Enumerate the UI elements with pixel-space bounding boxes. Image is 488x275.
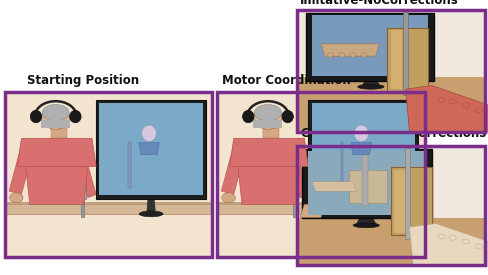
- Polygon shape: [288, 150, 308, 198]
- Polygon shape: [263, 128, 279, 138]
- Polygon shape: [217, 202, 425, 204]
- Ellipse shape: [351, 211, 375, 217]
- Polygon shape: [409, 224, 488, 265]
- Polygon shape: [303, 149, 432, 218]
- Polygon shape: [96, 100, 206, 199]
- Polygon shape: [312, 182, 357, 191]
- Polygon shape: [297, 146, 485, 265]
- Polygon shape: [41, 120, 70, 128]
- Polygon shape: [238, 166, 300, 204]
- Polygon shape: [26, 166, 88, 204]
- Text: Imitative-NoCorrections: Imitative-NoCorrections: [300, 0, 459, 7]
- Polygon shape: [306, 13, 434, 81]
- Polygon shape: [363, 78, 379, 86]
- Bar: [217, 92, 425, 257]
- Polygon shape: [297, 10, 485, 132]
- Ellipse shape: [142, 125, 156, 142]
- Ellipse shape: [438, 98, 445, 103]
- Polygon shape: [297, 77, 485, 132]
- Polygon shape: [297, 146, 485, 218]
- Ellipse shape: [328, 53, 333, 57]
- Ellipse shape: [475, 108, 483, 112]
- Polygon shape: [297, 218, 485, 265]
- Ellipse shape: [438, 234, 445, 239]
- Polygon shape: [391, 167, 432, 235]
- Ellipse shape: [10, 193, 23, 203]
- Polygon shape: [217, 92, 425, 257]
- Ellipse shape: [222, 193, 235, 203]
- Bar: [297, 146, 485, 265]
- Ellipse shape: [339, 53, 345, 57]
- Polygon shape: [359, 199, 367, 211]
- Polygon shape: [297, 10, 485, 77]
- Ellipse shape: [358, 84, 384, 89]
- Ellipse shape: [354, 125, 368, 142]
- Bar: [297, 10, 485, 132]
- Text: Complementary-Corrections: Complementary-Corrections: [300, 127, 487, 140]
- Polygon shape: [128, 142, 131, 188]
- Polygon shape: [357, 216, 376, 224]
- Polygon shape: [230, 138, 308, 166]
- Polygon shape: [311, 103, 415, 195]
- Ellipse shape: [41, 106, 70, 129]
- Polygon shape: [139, 142, 160, 155]
- Polygon shape: [18, 138, 96, 166]
- Polygon shape: [308, 151, 427, 214]
- Ellipse shape: [362, 53, 367, 57]
- Polygon shape: [81, 175, 84, 217]
- Ellipse shape: [42, 104, 69, 121]
- Polygon shape: [78, 175, 87, 199]
- Ellipse shape: [449, 99, 456, 104]
- Ellipse shape: [462, 103, 469, 108]
- Polygon shape: [312, 15, 428, 76]
- Polygon shape: [147, 199, 155, 211]
- Polygon shape: [253, 120, 283, 128]
- Polygon shape: [394, 170, 406, 233]
- Text: Starting Position: Starting Position: [27, 74, 139, 87]
- Polygon shape: [99, 103, 203, 195]
- Ellipse shape: [243, 110, 254, 123]
- Ellipse shape: [353, 223, 379, 228]
- Ellipse shape: [70, 110, 81, 123]
- Polygon shape: [403, 12, 408, 95]
- Polygon shape: [387, 28, 428, 92]
- Polygon shape: [217, 204, 425, 214]
- Polygon shape: [76, 150, 96, 198]
- Polygon shape: [341, 142, 343, 188]
- Ellipse shape: [449, 235, 456, 240]
- Polygon shape: [351, 142, 372, 155]
- Ellipse shape: [350, 53, 356, 57]
- Polygon shape: [300, 204, 325, 218]
- Ellipse shape: [254, 106, 282, 129]
- Ellipse shape: [475, 244, 483, 249]
- Polygon shape: [308, 100, 418, 199]
- Polygon shape: [321, 44, 379, 56]
- Ellipse shape: [255, 104, 282, 121]
- Polygon shape: [5, 204, 212, 214]
- Ellipse shape: [30, 110, 41, 123]
- Ellipse shape: [139, 211, 163, 217]
- Polygon shape: [51, 128, 67, 138]
- Ellipse shape: [462, 239, 469, 244]
- Polygon shape: [349, 170, 387, 203]
- Polygon shape: [406, 86, 488, 132]
- Polygon shape: [5, 92, 212, 257]
- Bar: [5, 92, 212, 257]
- Polygon shape: [5, 202, 212, 204]
- Ellipse shape: [282, 110, 293, 123]
- Polygon shape: [290, 175, 299, 199]
- Polygon shape: [293, 175, 296, 217]
- Text: Motor Coordination: Motor Coordination: [222, 74, 351, 87]
- Polygon shape: [9, 145, 34, 194]
- Polygon shape: [405, 148, 410, 239]
- Polygon shape: [222, 145, 246, 194]
- Polygon shape: [363, 155, 368, 206]
- Polygon shape: [391, 31, 402, 89]
